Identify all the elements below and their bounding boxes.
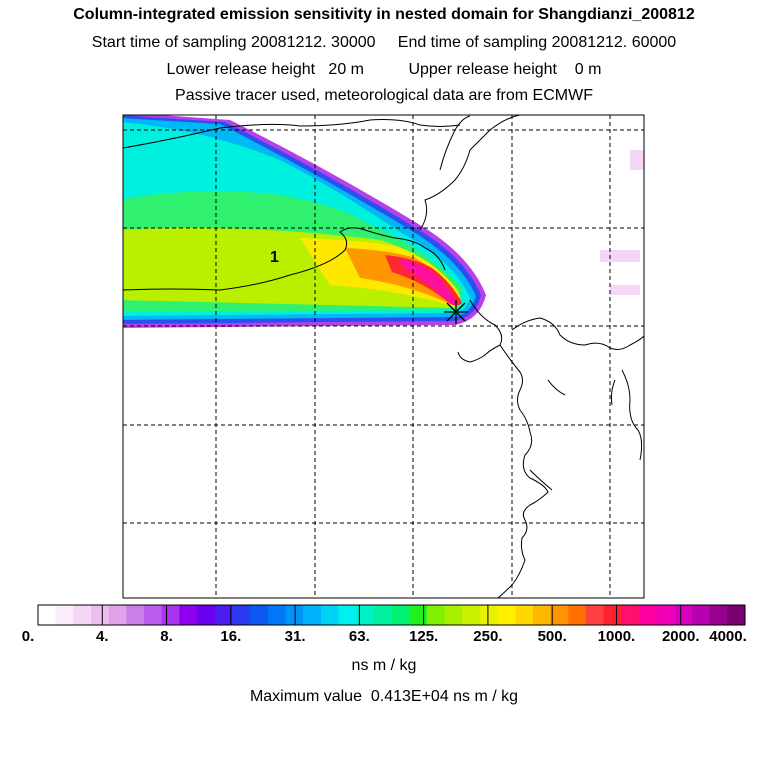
coast-korea-south	[621, 369, 643, 461]
colorbar-tick-label: 1000.	[597, 628, 636, 645]
colorbar-cell	[532, 605, 552, 625]
map-frame	[122, 114, 645, 599]
coast-fragment	[529, 469, 553, 491]
coast-korea	[511, 317, 644, 350]
colorbar-cell	[91, 605, 110, 625]
colorbar-cell	[197, 605, 216, 625]
coast-fragment	[610, 379, 616, 406]
release-height-line: Lower release height 20 m Upper release …	[166, 61, 602, 78]
colorbar-cell	[285, 605, 304, 625]
colorbar-cell	[356, 605, 375, 625]
colorbar-cell	[426, 605, 446, 625]
colorbar-tick-label: 4000.	[709, 628, 747, 645]
colorbar-tick-label: 63.	[348, 628, 370, 645]
colorbar-cell	[585, 605, 605, 625]
colorbar-cell	[568, 605, 587, 625]
colorbar-tick-label: 250.	[473, 628, 503, 645]
colorbar-cell	[320, 605, 339, 625]
coast-east	[497, 344, 549, 598]
colorbar-tick-label: 16.	[220, 628, 242, 645]
tracer-info-line: Passive tracer used, meteorological data…	[175, 87, 593, 104]
colorbar-cell	[691, 605, 711, 625]
coastlines	[123, 115, 644, 598]
colorbar-tick-label: 500.	[537, 628, 567, 645]
coast-bay	[457, 299, 503, 363]
colorbar-cell	[303, 605, 322, 625]
colorbar-tick-label: 0.	[21, 628, 35, 645]
colorbar-cell	[338, 605, 357, 625]
colorbar-cell	[727, 605, 746, 625]
colorbar-cell	[638, 605, 658, 625]
colorbar-cell	[621, 605, 640, 625]
colorbar-units: ns m / kg	[351, 657, 417, 674]
colorbar-cell	[462, 605, 481, 625]
colorbar-tick-label: 125.	[409, 628, 439, 645]
plume-contour-500	[345, 248, 460, 305]
colorbar-cell	[250, 605, 269, 625]
colorbar-frame	[37, 604, 746, 626]
colorbar-cell	[497, 605, 516, 625]
coast-north	[419, 115, 521, 231]
colorbar-cell	[709, 605, 728, 625]
colorbar-cell	[391, 605, 410, 625]
colorbar-tick-label: 31.	[284, 628, 306, 645]
colorbar-cell	[550, 605, 569, 625]
map-grid	[123, 115, 644, 598]
colorbar-cell	[179, 605, 198, 625]
coast-fragment	[547, 379, 566, 396]
colorbar-tick-label: 2000.	[661, 628, 700, 645]
faint-field-speck	[630, 150, 644, 170]
colorbar-cell	[214, 605, 233, 625]
colorbar-cell	[267, 605, 286, 625]
sensitivity-map: 1	[122, 114, 645, 599]
colorbar-cell	[55, 605, 74, 625]
colorbar-cell	[479, 605, 499, 625]
colorbar-cell	[656, 605, 675, 625]
colorbar-cells	[38, 605, 746, 625]
asterisk-icon	[444, 300, 468, 324]
colorbar-cell	[373, 605, 392, 625]
sampling-time-line: Start time of sampling 20081212. 30000 E…	[91, 34, 677, 51]
chart-title: Column-integrated emission sensitivity i…	[73, 6, 695, 23]
colorbar-tick-label: 8.	[160, 628, 173, 645]
colorbar	[37, 604, 746, 626]
colorbar-cell	[674, 605, 693, 625]
plume-field	[123, 115, 644, 328]
colorbar-cell	[515, 605, 534, 625]
colorbar-cell	[126, 605, 145, 625]
colorbar-cell	[38, 605, 57, 625]
maximum-value: Maximum value 0.413E+04 ns m / kg	[249, 688, 519, 705]
colorbar-cell	[409, 605, 428, 625]
colorbar-cell	[444, 605, 463, 625]
faint-field-speck	[610, 285, 640, 295]
inner-border	[123, 227, 446, 291]
colorbar-cell	[232, 605, 251, 625]
northern-border	[123, 119, 461, 149]
contour-label: 1	[270, 249, 279, 266]
colorbar-cell	[108, 605, 127, 625]
colorbar-cell	[73, 605, 92, 625]
colorbar-cell	[161, 605, 180, 625]
colorbar-tick-label: 4.	[96, 628, 109, 645]
colorbar-cell	[144, 605, 163, 625]
colorbar-cell	[603, 605, 622, 625]
